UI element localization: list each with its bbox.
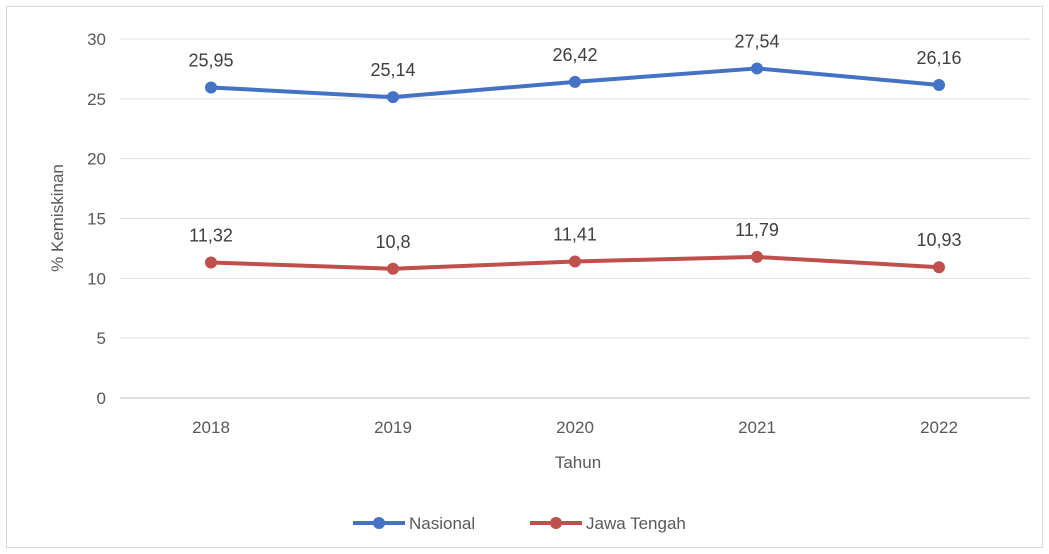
data-point xyxy=(387,262,399,275)
data-point xyxy=(933,78,945,91)
data-label: 26,42 xyxy=(552,45,597,65)
data-point xyxy=(205,81,217,94)
data-label: 11,32 xyxy=(189,226,233,246)
legend-swatch-marker xyxy=(550,517,562,529)
y-tick-label: 15 xyxy=(87,210,106,229)
data-point xyxy=(751,62,763,75)
x-tick-label: 2018 xyxy=(192,418,230,437)
legend-swatch-marker xyxy=(373,517,385,529)
x-axis-title: Tahun xyxy=(555,453,601,472)
y-tick-label: 5 xyxy=(97,329,106,348)
legend: Nasional Jawa Tengah xyxy=(353,514,686,533)
legend-label: Jawa Tengah xyxy=(586,514,686,533)
data-point xyxy=(387,91,399,104)
data-label: 10,93 xyxy=(916,230,961,250)
y-axis-ticks: 0 5 10 15 20 25 30 xyxy=(87,30,106,408)
gridlines xyxy=(120,38,1030,399)
y-tick-label: 25 xyxy=(87,90,106,109)
data-point xyxy=(569,255,581,268)
chart-frame xyxy=(6,6,1043,548)
legend-label: Nasional xyxy=(409,514,475,533)
data-label: 10,8 xyxy=(375,232,410,252)
x-tick-label: 2019 xyxy=(374,418,412,437)
data-label: 26,16 xyxy=(916,48,961,68)
y-tick-label: 30 xyxy=(87,30,106,49)
series-group xyxy=(205,62,945,275)
y-tick-label: 20 xyxy=(87,150,106,169)
x-tick-label: 2022 xyxy=(920,418,958,437)
data-point xyxy=(933,261,945,274)
data-label: 25,14 xyxy=(370,60,415,80)
data-label: 25,95 xyxy=(188,50,233,70)
data-point xyxy=(569,75,581,88)
data-label: 11,79 xyxy=(735,220,779,240)
y-axis-title: % Kemiskinan xyxy=(48,164,67,272)
data-label: 11,41 xyxy=(553,224,597,244)
data-point xyxy=(751,250,763,263)
x-tick-label: 2021 xyxy=(738,418,776,437)
x-axis-ticks: 2018 2019 2020 2021 2022 xyxy=(192,418,958,437)
y-tick-label: 10 xyxy=(87,269,106,288)
y-tick-label: 0 xyxy=(97,389,106,408)
data-point xyxy=(205,256,217,269)
data-labels: 25,95 25,14 26,42 27,54 26,16 11,32 10,8 11,41 1… xyxy=(188,31,961,251)
x-tick-label: 2020 xyxy=(556,418,594,437)
data-label: 27,54 xyxy=(734,31,779,51)
